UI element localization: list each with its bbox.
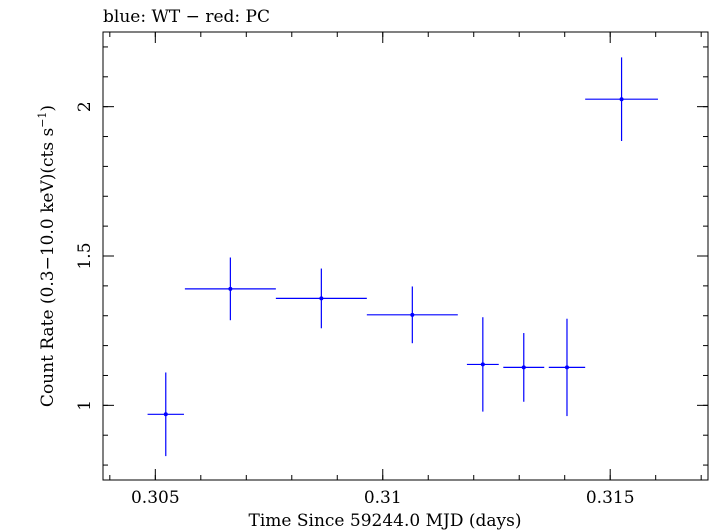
x-tick-label: 0.31 bbox=[364, 488, 402, 508]
x-axis-label: Time Since 59244.0 MJD (days) bbox=[249, 511, 522, 531]
data-point bbox=[466, 317, 499, 412]
data-point-marker bbox=[410, 312, 415, 317]
data-point bbox=[503, 333, 545, 402]
data-point bbox=[184, 257, 276, 321]
axis-ticks bbox=[103, 32, 708, 480]
y-axis-label-superscript: −1 bbox=[36, 112, 49, 128]
y-axis-label-main: Count Rate (0.3−10.0 keV)(cts s bbox=[38, 128, 58, 407]
data-point-marker bbox=[163, 412, 168, 417]
x-tick-label: 0.315 bbox=[586, 488, 635, 508]
chart-title: blue: WT − red: PC bbox=[103, 7, 270, 27]
data-points bbox=[147, 57, 658, 457]
data-point-marker bbox=[619, 97, 624, 102]
y-tick-label: 2 bbox=[75, 101, 95, 112]
y-axis-label-suffix: ) bbox=[38, 105, 58, 112]
data-point-marker bbox=[228, 286, 233, 291]
data-point-marker bbox=[480, 362, 485, 367]
y-tick-label: 1 bbox=[75, 400, 95, 411]
data-point-marker bbox=[564, 365, 569, 370]
data-point-marker bbox=[319, 296, 324, 301]
data-point bbox=[548, 318, 586, 417]
data-point bbox=[147, 372, 184, 457]
data-point-marker bbox=[521, 365, 526, 370]
data-point bbox=[275, 268, 367, 329]
data-point bbox=[366, 286, 458, 344]
data-point bbox=[585, 57, 658, 142]
x-tick-label: 0.305 bbox=[131, 488, 180, 508]
y-tick-label: 1.5 bbox=[75, 242, 95, 269]
y-axis-label: Count Rate (0.3−10.0 keV)(cts s−1) bbox=[36, 105, 58, 407]
axis-tick-labels: 0.305 0.31 0.315 1 1.5 2 bbox=[75, 101, 635, 508]
